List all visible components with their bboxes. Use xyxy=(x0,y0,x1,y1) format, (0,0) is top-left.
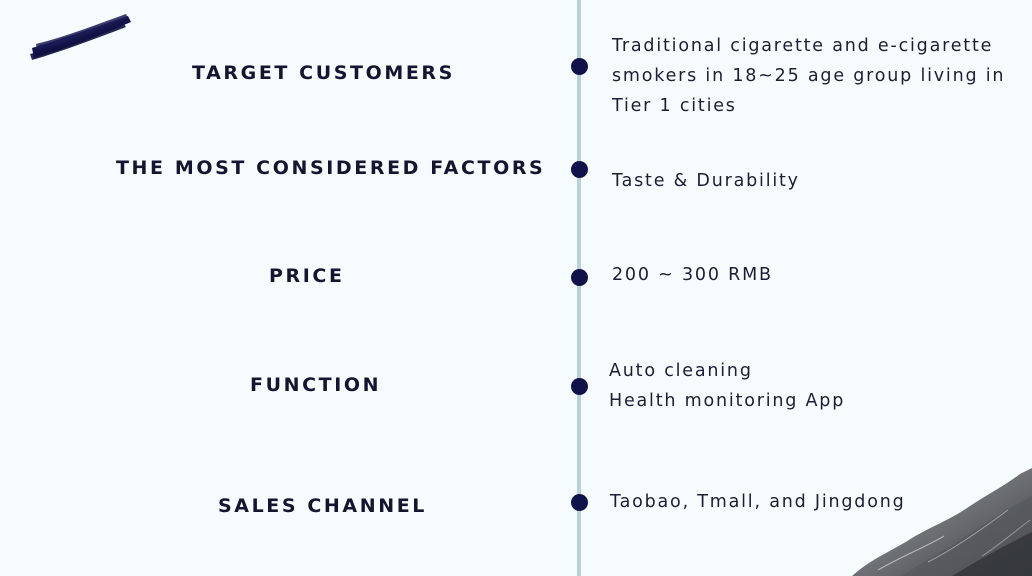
timeline-desc-price: 200 ~ 300 RMB xyxy=(612,260,773,290)
timeline-label-sales-channel: SALES CHANNEL xyxy=(218,495,428,517)
desc-line: Taobao, Tmall, and Jingdong xyxy=(610,492,906,512)
timeline-dot xyxy=(571,494,588,511)
desc-line: Tier 1 cities xyxy=(612,96,737,116)
timeline-label-function: FUNCTION xyxy=(250,374,382,396)
desc-line: 200 ~ 300 RMB xyxy=(612,265,773,285)
rock-texture-decoration xyxy=(852,468,1032,576)
timeline-desc-sales-channel: Taobao, Tmall, and Jingdong xyxy=(610,487,906,517)
desc-line: smokers in 18~25 age group living in xyxy=(612,66,1006,86)
timeline-desc-considered-factors: Taste & Durability xyxy=(612,166,800,196)
brush-stroke-decoration xyxy=(30,14,131,60)
desc-line: Health monitoring App xyxy=(609,391,846,411)
desc-line: Auto cleaning xyxy=(609,361,753,381)
timeline-dot xyxy=(571,269,588,286)
timeline-label-target-customers: TARGET CUSTOMERS xyxy=(192,62,455,84)
timeline-label-price: PRICE xyxy=(269,265,345,287)
desc-line: Traditional cigarette and e-cigarette xyxy=(612,36,994,56)
timeline-label-considered-factors: THE MOST CONSIDERED FACTORS xyxy=(116,157,546,179)
timeline-desc-target-customers: Traditional cigarette and e-cigarette sm… xyxy=(612,31,1005,121)
timeline-dot xyxy=(571,161,588,178)
desc-line: Taste & Durability xyxy=(612,171,800,191)
timeline-line xyxy=(577,0,581,576)
timeline-dot xyxy=(571,378,588,395)
timeline-dot xyxy=(571,58,588,75)
timeline-desc-function: Auto cleaning Health monitoring App xyxy=(609,356,845,416)
